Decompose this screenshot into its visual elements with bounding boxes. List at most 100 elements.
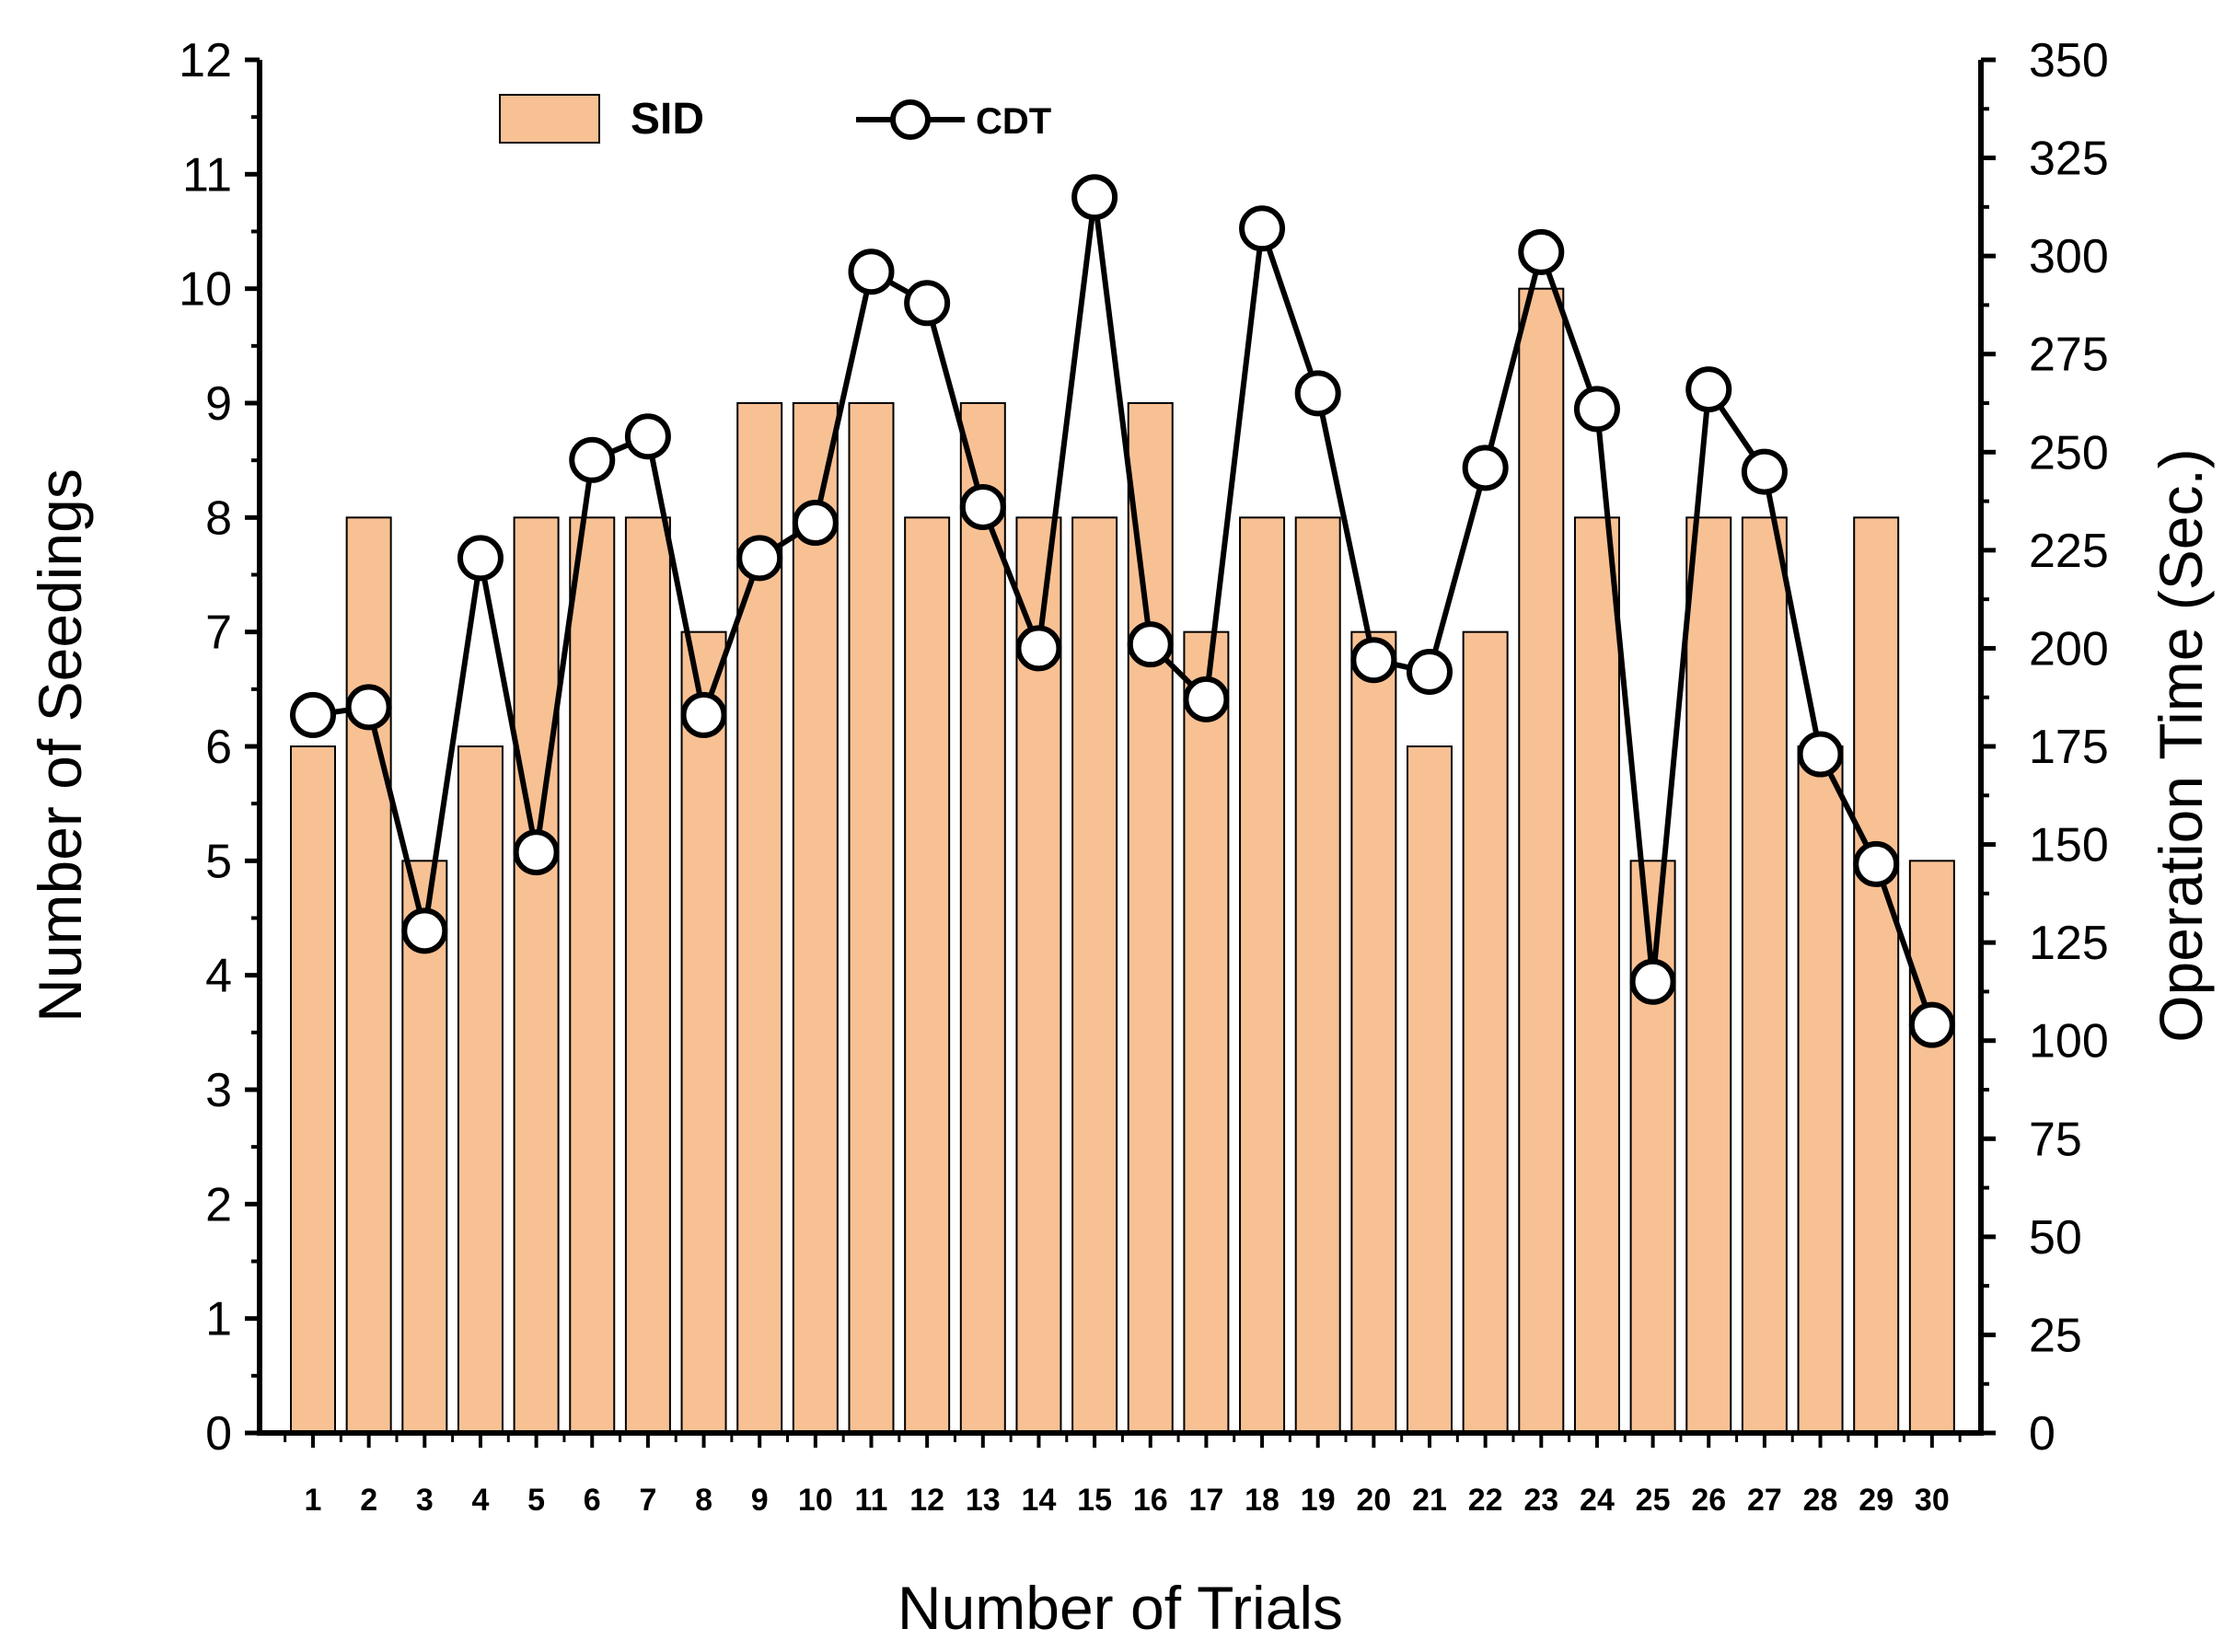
y2-tick-label: 325 <box>2029 133 2109 186</box>
cdt-point-28 <box>1797 731 1844 778</box>
y2-tick-label: 350 <box>2029 34 2109 87</box>
y-tick-label: 8 <box>205 491 232 545</box>
bar-trial-5 <box>513 516 560 1434</box>
x-tick-label: 26 <box>1691 1483 1726 1518</box>
x-axis-title: Number of Trials <box>897 1574 1343 1642</box>
cdt-point-5 <box>513 829 560 876</box>
x-tick-label: 8 <box>695 1483 712 1518</box>
x-tick-label: 3 <box>416 1483 434 1518</box>
cdt-point-2 <box>345 684 392 731</box>
y2-tick-label: 275 <box>2029 329 2109 382</box>
ticks-layer <box>245 57 1996 1448</box>
bar-trial-19 <box>1294 516 1341 1434</box>
y2-tick-label: 50 <box>2029 1211 2082 1265</box>
x-tick-label: 28 <box>1803 1483 1838 1518</box>
x-tick-label: 22 <box>1468 1483 1503 1518</box>
cdt-point-1 <box>290 691 336 738</box>
x-tick-label: 2 <box>360 1483 377 1518</box>
legend-cdt-marker <box>890 99 931 140</box>
y-tick-label: 2 <box>205 1178 232 1231</box>
x-tick-label: 6 <box>584 1483 601 1518</box>
x-tick-label: 30 <box>1915 1483 1950 1518</box>
cdt-point-10 <box>792 500 839 547</box>
x-tick-label: 1 <box>305 1483 322 1518</box>
x-tick-label: 13 <box>966 1483 1001 1518</box>
y2-tick-label: 125 <box>2029 917 2109 970</box>
cdt-point-24 <box>1573 386 1620 433</box>
x-tick-label: 14 <box>1022 1483 1057 1518</box>
cdt-point-21 <box>1407 649 1453 696</box>
cdt-point-6 <box>569 436 616 483</box>
y2-tick-label: 200 <box>2029 622 2109 676</box>
bar-trial-13 <box>959 402 1006 1434</box>
cdt-point-13 <box>959 483 1006 530</box>
bar-trial-12 <box>904 516 951 1434</box>
cdt-point-16 <box>1127 621 1174 668</box>
cdt-point-30 <box>1908 1001 1955 1048</box>
cdt-point-12 <box>904 280 951 327</box>
bar-trial-10 <box>792 402 839 1434</box>
y2-tick-label: 0 <box>2029 1407 2056 1461</box>
line-layer <box>290 174 1955 1048</box>
bar-trial-29 <box>1853 516 1900 1434</box>
y-tick-label: 9 <box>205 377 232 431</box>
bar-trial-15 <box>1071 516 1118 1434</box>
y2-tick-label: 150 <box>2029 819 2109 872</box>
bar-trial-16 <box>1127 402 1174 1434</box>
cdt-point-29 <box>1853 840 1900 887</box>
bar-trial-6 <box>569 516 616 1434</box>
y-tick-label: 4 <box>205 950 232 1003</box>
y-tick-label: 1 <box>205 1293 232 1346</box>
x-tick-label: 23 <box>1523 1483 1558 1518</box>
y-tick-label: 6 <box>205 721 232 774</box>
y2-tick-label: 175 <box>2029 721 2109 774</box>
cdt-point-17 <box>1183 676 1230 722</box>
bar-trial-22 <box>1462 630 1509 1434</box>
bar-trial-26 <box>1685 516 1732 1434</box>
cdt-point-4 <box>457 535 504 582</box>
x-tick-label: 11 <box>855 1483 888 1518</box>
legend-sid-swatch <box>499 94 600 144</box>
cdt-point-25 <box>1629 958 1676 1005</box>
cdt-point-14 <box>1015 625 1062 672</box>
y-tick-label: 0 <box>205 1407 232 1461</box>
y-tick-label: 7 <box>205 607 232 660</box>
bar-trial-28 <box>1797 745 1844 1434</box>
y2-tick-label: 75 <box>2029 1113 2082 1166</box>
legend-sid-label: SID <box>631 95 704 144</box>
y-tick-label: 12 <box>179 34 232 87</box>
y2-tick-label: 300 <box>2029 230 2109 283</box>
y-tick-label: 3 <box>205 1064 232 1117</box>
y-tick-label: 5 <box>205 835 232 888</box>
bar-trial-1 <box>290 745 336 1434</box>
x-tick-label: 20 <box>1356 1483 1391 1518</box>
y2-tick-label: 225 <box>2029 525 2109 578</box>
y2-tick-label: 250 <box>2029 426 2109 479</box>
cdt-point-22 <box>1462 445 1509 491</box>
cdt-point-7 <box>624 413 671 460</box>
bar-trial-23 <box>1518 287 1565 1435</box>
x-tick-label: 5 <box>527 1483 545 1518</box>
cdt-point-26 <box>1685 366 1732 413</box>
cdt-line <box>312 194 1935 1026</box>
bar-trial-25 <box>1629 860 1676 1434</box>
bar-trial-18 <box>1239 516 1286 1434</box>
bar-trial-2 <box>345 516 392 1434</box>
cdt-point-27 <box>1741 448 1788 495</box>
bar-trial-4 <box>457 745 504 1434</box>
bar-trial-27 <box>1741 516 1788 1434</box>
y2-axis-title: Operation Time (Sec.) <box>2147 448 2215 1043</box>
x-tick-label: 15 <box>1077 1483 1112 1518</box>
x-tick-label: 18 <box>1245 1483 1280 1518</box>
x-tick-label: 9 <box>751 1483 769 1518</box>
bars-layer <box>290 287 1955 1435</box>
cdt-point-18 <box>1239 205 1286 252</box>
x-tick-label: 29 <box>1859 1483 1893 1518</box>
legend-cdt-label: CDT <box>976 101 1051 142</box>
bar-trial-11 <box>848 402 895 1434</box>
cdt-point-9 <box>736 535 783 582</box>
x-tick-label: 4 <box>471 1483 489 1518</box>
cdt-point-23 <box>1518 228 1565 275</box>
legend: SID CDT <box>499 94 1051 144</box>
